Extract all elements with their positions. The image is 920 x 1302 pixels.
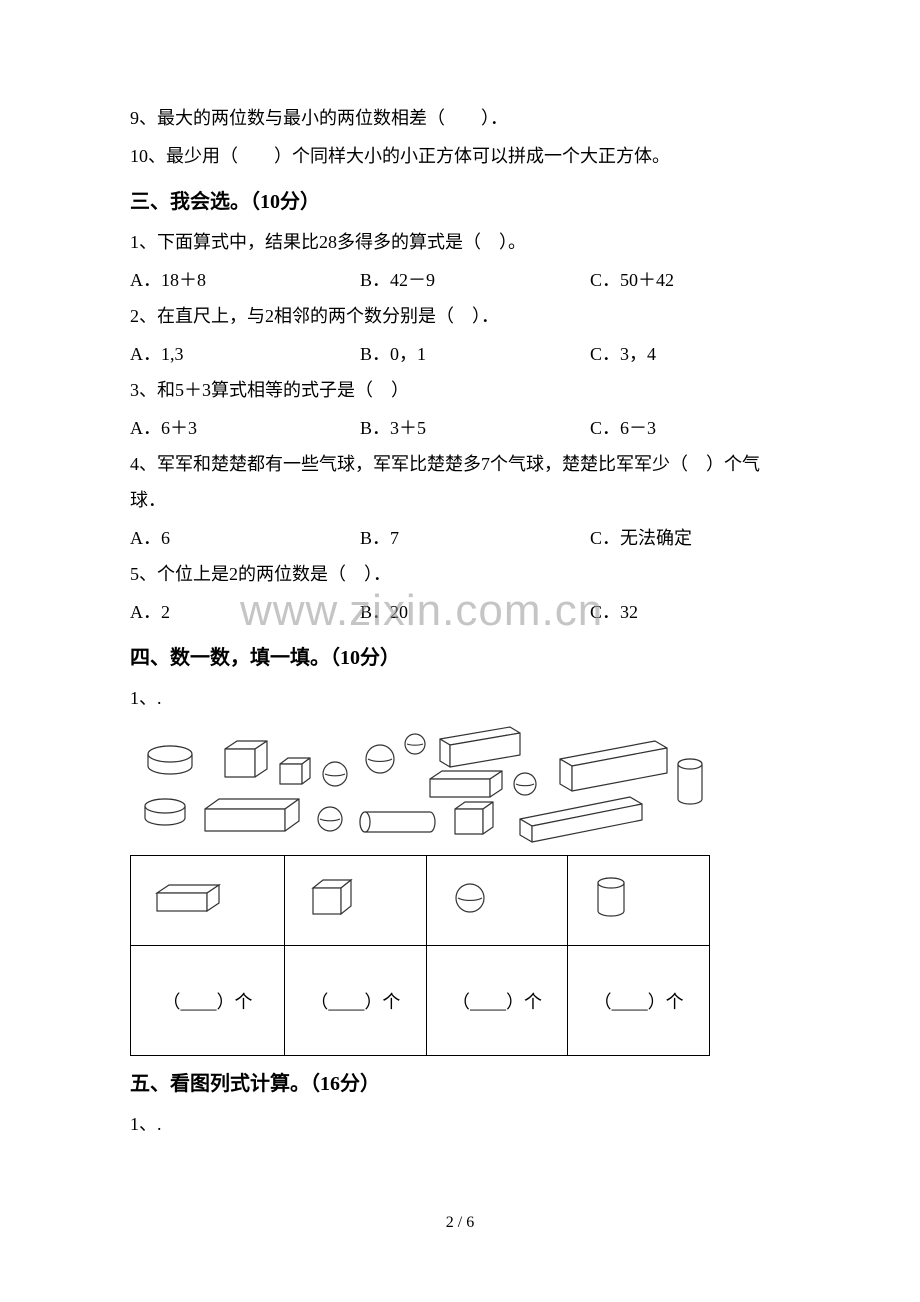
question-10: 10、最少用（ ）个同样大小的小正方体可以拼成一个大正方体。	[130, 138, 790, 174]
s3-q3-b: B．3＋5	[360, 410, 590, 446]
s3-q4: 4、军军和楚楚都有一些气球，军军比楚楚多7个气球，楚楚比军军少（ ）个气球．	[130, 446, 790, 518]
cell-sphere-icon	[426, 856, 568, 946]
s3-q3-c: C．6－3	[590, 410, 790, 446]
cell-sphere-count: （____）个	[426, 946, 568, 1056]
s3-q2-c: C．3，4	[590, 336, 790, 372]
s3-q1-a: A．18＋8	[130, 262, 360, 298]
s3-q4-b: B．7	[360, 520, 590, 556]
s3-q5-c: C．32	[590, 594, 790, 630]
s3-q1-options: A．18＋8 B．42－9 C．50＋42	[130, 262, 790, 298]
s3-q5-options: A．2 B．20 C．32	[130, 594, 790, 630]
section-5-title: 五、看图列式计算。（16分）	[130, 1062, 790, 1106]
shapes-illustration	[130, 724, 790, 849]
s3-q5-b: B．20	[360, 594, 590, 630]
cell-cube-icon	[285, 856, 427, 946]
s3-q3: 3、和5＋3算式相等的式子是（ ）	[130, 372, 790, 408]
s3-q5: 5、个位上是2的两位数是（ ）．	[130, 556, 790, 592]
s3-q4-options: A．6 B．7 C．无法确定	[130, 520, 790, 556]
s4-q1: 1、.	[130, 680, 790, 716]
page-number: 2 / 6	[0, 1214, 920, 1232]
shapes-table: （____）个 （____）个 （____）个 （____）个	[130, 855, 710, 1056]
section-3-title: 三、我会选。（10分）	[130, 180, 790, 224]
cube-icon	[303, 873, 363, 923]
s3-q1-b: B．42－9	[360, 262, 590, 298]
s3-q2-options: A．1,3 B．0，1 C．3，4	[130, 336, 790, 372]
s5-q1: 1、.	[130, 1106, 790, 1142]
s3-q5-a: A．2	[130, 594, 360, 630]
cylinder-icon	[586, 871, 636, 926]
cell-cuboid-count: （____）个	[131, 946, 285, 1056]
question-9: 9、最大的两位数与最小的两位数相差（ ）．	[130, 100, 790, 136]
s3-q1-c: C．50＋42	[590, 262, 790, 298]
s3-q1: 1、下面算式中，结果比28多得多的算式是（ ）。	[130, 224, 790, 260]
cell-cylinder-count: （____）个	[568, 946, 710, 1056]
s3-q4-a: A．6	[130, 520, 360, 556]
cell-cylinder-icon	[568, 856, 710, 946]
cell-cube-count: （____）个	[285, 946, 427, 1056]
s3-q2-b: B．0，1	[360, 336, 590, 372]
s3-q2-a: A．1,3	[130, 336, 360, 372]
s3-q4-c: C．无法确定	[590, 520, 790, 556]
cuboid-icon	[149, 878, 229, 918]
cell-cuboid-icon	[131, 856, 285, 946]
sphere-icon	[445, 873, 495, 923]
s3-q3-a: A．6＋3	[130, 410, 360, 446]
section-4-title: 四、数一数，填一填。（10分）	[130, 636, 790, 680]
s3-q3-options: A．6＋3 B．3＋5 C．6－3	[130, 410, 790, 446]
s3-q2: 2、在直尺上，与2相邻的两个数分别是（ ）．	[130, 298, 790, 334]
